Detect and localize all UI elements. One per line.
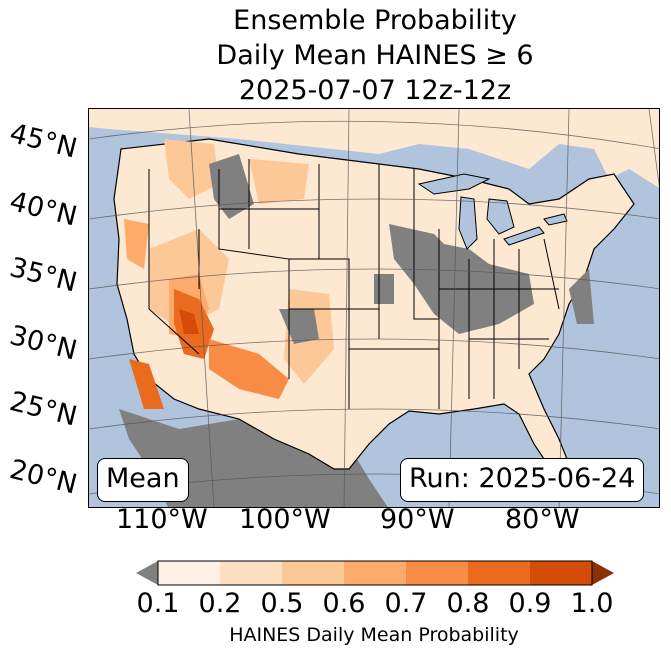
lon-label-110: 110°W <box>116 504 208 535</box>
graticule <box>89 109 659 507</box>
colorbar <box>136 560 614 586</box>
undefined-patch-atlantic <box>569 269 594 324</box>
colorbar-tick-label: 0.1 <box>136 588 180 619</box>
colorbar-cell <box>406 561 469 585</box>
colorbar-cell <box>344 561 407 585</box>
canada-land <box>89 109 659 188</box>
colorbar-tick-label: 0.8 <box>446 588 490 619</box>
title-line-1: Ensemble Probability <box>233 5 517 36</box>
prob-region-northwest <box>164 139 219 199</box>
lat-label-35: 35°N <box>6 252 81 299</box>
colorbar-cell <box>220 561 283 585</box>
lake-michigan <box>458 196 478 250</box>
prob-region-arizona-nm <box>209 339 289 399</box>
great-lakes <box>417 173 568 250</box>
colorbar-outline <box>157 560 593 586</box>
colorbar-tick-label: 0.7 <box>384 588 428 619</box>
lake-erie <box>503 226 545 246</box>
colorbar-cell <box>158 561 221 585</box>
undefined-patch-arkansas <box>374 274 394 304</box>
state-borders <box>148 159 560 409</box>
lake-huron <box>486 198 515 235</box>
lon-label-90: 90°W <box>380 504 455 535</box>
prob-region-baja <box>129 359 164 409</box>
colorbar-over-arrow <box>592 561 614 585</box>
stat-label-box: Mean <box>97 458 189 502</box>
undefined-patch-mississippi-valley <box>389 224 534 334</box>
colorbar-label: HAINES Daily Mean Probability <box>229 624 519 646</box>
run-label-box: Run: 2025-06-24 <box>400 458 645 502</box>
lake-superior <box>417 173 491 195</box>
lon-label-100: 100°W <box>239 504 331 535</box>
colorbar-cell <box>282 561 345 585</box>
probability-field <box>124 139 334 409</box>
lake-ontario <box>543 213 568 226</box>
lat-label-30: 30°N <box>6 320 81 367</box>
lat-label-25: 25°N <box>6 386 81 433</box>
lon-label-80: 80°W <box>505 504 580 535</box>
lat-label-45: 45°N <box>6 118 81 165</box>
colorbar-under-arrow <box>136 561 158 585</box>
colorbar-tick-label: 0.9 <box>508 588 552 619</box>
lat-label-40: 40°N <box>6 186 81 233</box>
colorbar-tick-label: 0.6 <box>322 588 366 619</box>
prob-region-california-coast <box>124 219 149 269</box>
prob-region-max <box>179 309 199 334</box>
colorbar-tick-label: 0.5 <box>260 588 304 619</box>
colorbar-cells <box>158 561 593 585</box>
colorbar-tick-label: 1.0 <box>570 588 614 619</box>
undefined-patch-idaho <box>209 154 254 219</box>
prob-region-montana <box>249 159 309 204</box>
colorbar-cell <box>530 561 593 585</box>
lat-label-20: 20°N <box>6 454 81 501</box>
map-panel <box>88 108 660 508</box>
colorbar-tick-label: 0.2 <box>198 588 242 619</box>
colorbar-cell <box>468 561 531 585</box>
map-svg <box>89 109 659 507</box>
title-line-3: 2025-07-07 12z-12z <box>238 75 512 106</box>
title-line-2: Daily Mean HAINES ≥ 6 <box>216 40 534 71</box>
